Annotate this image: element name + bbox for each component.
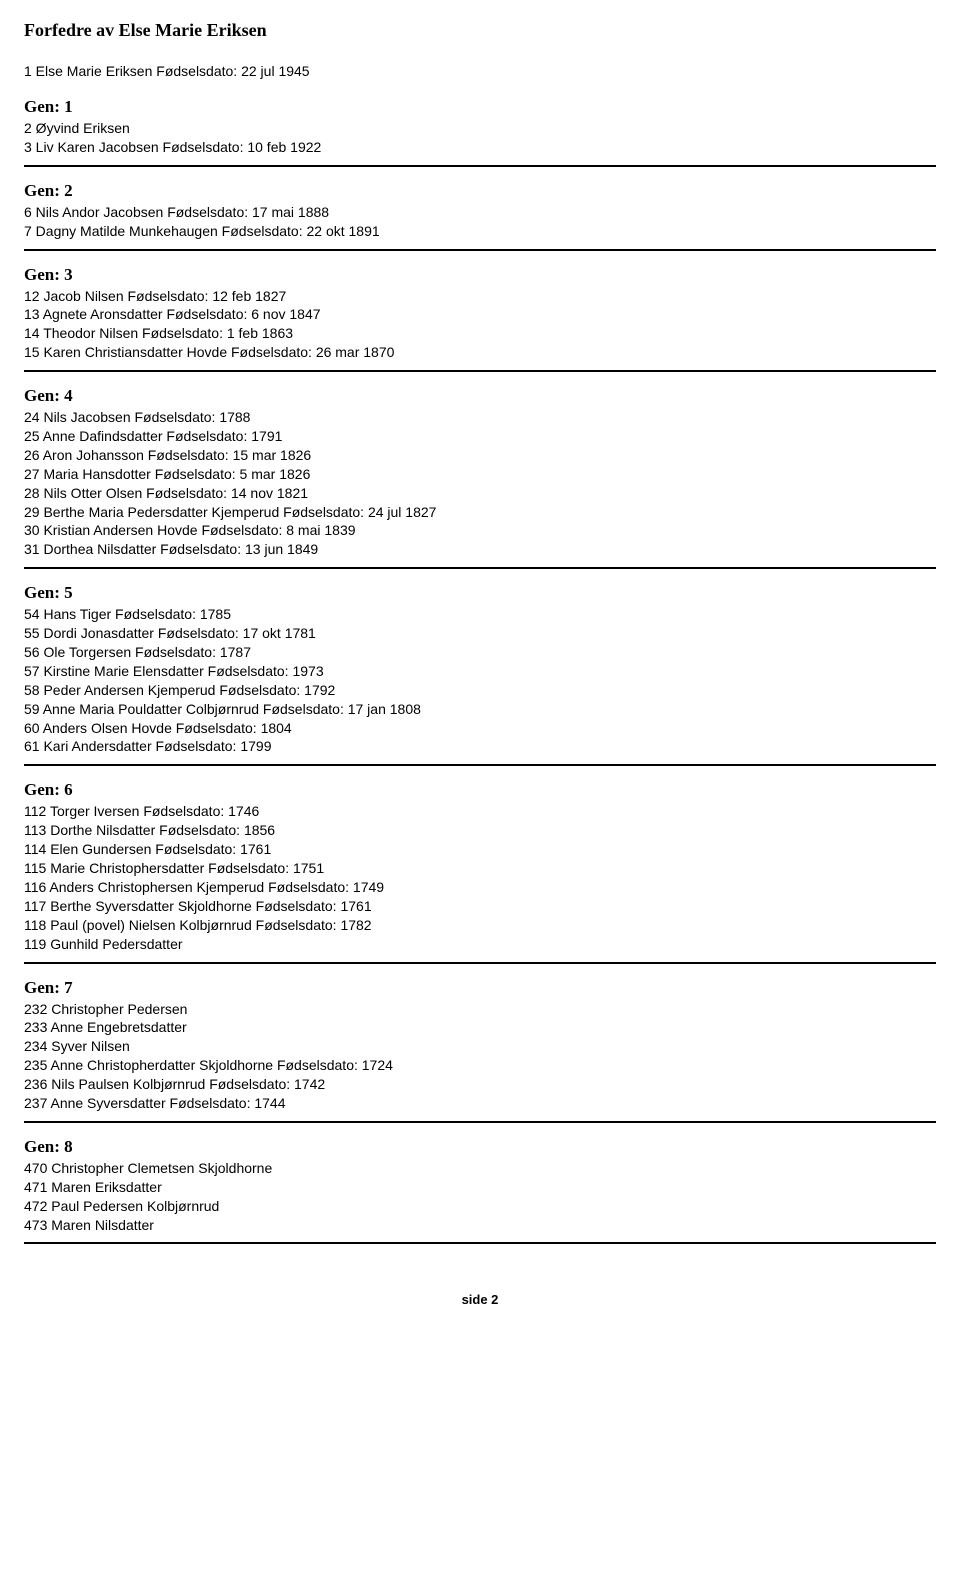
generation-title: Gen: 7: [24, 978, 936, 998]
person-line: 61 Kari Andersdatter Fødselsdato: 1799: [24, 737, 936, 756]
person-line: 473 Maren Nilsdatter: [24, 1216, 936, 1235]
generation-title: Gen: 1: [24, 97, 936, 117]
person-line: 57 Kirstine Marie Elensdatter Fødselsdat…: [24, 662, 936, 681]
person-line: 31 Dorthea Nilsdatter Fødselsdato: 13 ju…: [24, 540, 936, 559]
section-divider: [24, 1121, 936, 1123]
person-line: 117 Berthe Syversdatter Skjoldhorne Føds…: [24, 897, 936, 916]
person-line: 28 Nils Otter Olsen Fødselsdato: 14 nov …: [24, 484, 936, 503]
person-line: 116 Anders Christophersen Kjemperud Føds…: [24, 878, 936, 897]
generation-title: Gen: 5: [24, 583, 936, 603]
person-line: 234 Syver Nilsen: [24, 1037, 936, 1056]
generation-block: Gen: 4 24 Nils Jacobsen Fødselsdato: 1788…: [24, 386, 936, 559]
section-divider: [24, 1242, 936, 1244]
person-line: 59 Anne Maria Pouldatter Colbjørnrud Fød…: [24, 700, 936, 719]
generation-block: Gen: 5 54 Hans Tiger Fødselsdato: 178555 …: [24, 583, 936, 756]
person-line: 236 Nils Paulsen Kolbjørnrud Fødselsdato…: [24, 1075, 936, 1094]
generation-block: Gen: 1 2 Øyvind Eriksen3 Liv Karen Jacobs…: [24, 97, 936, 157]
section-divider: [24, 249, 936, 251]
person-line: 26 Aron Johansson Fødselsdato: 15 mar 18…: [24, 446, 936, 465]
person-line: 112 Torger Iversen Fødselsdato: 1746: [24, 802, 936, 821]
person-line: 472 Paul Pedersen Kolbjørnrud: [24, 1197, 936, 1216]
section-divider: [24, 962, 936, 964]
subject-person: 1 Else Marie Eriksen Fødselsdato: 22 jul…: [24, 63, 936, 79]
section-divider: [24, 370, 936, 372]
section-divider: [24, 165, 936, 167]
person-line: 24 Nils Jacobsen Fødselsdato: 1788: [24, 408, 936, 427]
person-line: 60 Anders Olsen Hovde Fødselsdato: 1804: [24, 719, 936, 738]
person-line: 115 Marie Christophersdatter Fødselsdato…: [24, 859, 936, 878]
generations-container: Gen: 1 2 Øyvind Eriksen3 Liv Karen Jacobs…: [24, 97, 936, 1244]
person-line: 58 Peder Andersen Kjemperud Fødselsdato:…: [24, 681, 936, 700]
person-line: 470 Christopher Clemetsen Skjoldhorne: [24, 1159, 936, 1178]
person-line: 25 Anne Dafindsdatter Fødselsdato: 1791: [24, 427, 936, 446]
generation-title: Gen: 3: [24, 265, 936, 285]
person-line: 235 Anne Christopherdatter Skjoldhorne F…: [24, 1056, 936, 1075]
generation-block: Gen: 2 6 Nils Andor Jacobsen Fødselsdato:…: [24, 181, 936, 241]
person-line: 233 Anne Engebretsdatter: [24, 1018, 936, 1037]
person-line: 56 Ole Torgersen Fødselsdato: 1787: [24, 643, 936, 662]
person-line: 471 Maren Eriksdatter: [24, 1178, 936, 1197]
section-divider: [24, 764, 936, 766]
person-line: 54 Hans Tiger Fødselsdato: 1785: [24, 605, 936, 624]
person-line: 3 Liv Karen Jacobsen Fødselsdato: 10 feb…: [24, 138, 936, 157]
generation-title: Gen: 4: [24, 386, 936, 406]
person-line: 14 Theodor Nilsen Fødselsdato: 1 feb 186…: [24, 324, 936, 343]
person-line: 27 Maria Hansdotter Fødselsdato: 5 mar 1…: [24, 465, 936, 484]
person-line: 30 Kristian Andersen Hovde Fødselsdato: …: [24, 521, 936, 540]
person-line: 12 Jacob Nilsen Fødselsdato: 12 feb 1827: [24, 287, 936, 306]
generation-title: Gen: 2: [24, 181, 936, 201]
person-line: 6 Nils Andor Jacobsen Fødselsdato: 17 ma…: [24, 203, 936, 222]
person-line: 7 Dagny Matilde Munkehaugen Fødselsdato:…: [24, 222, 936, 241]
generation-block: Gen: 8 470 Christopher Clemetsen Skjoldho…: [24, 1137, 936, 1235]
person-line: 119 Gunhild Pedersdatter: [24, 935, 936, 954]
page-footer: side 2: [24, 1292, 936, 1307]
person-line: 29 Berthe Maria Pedersdatter Kjemperud F…: [24, 503, 936, 522]
person-line: 13 Agnete Aronsdatter Fødselsdato: 6 nov…: [24, 305, 936, 324]
person-line: 15 Karen Christiansdatter Hovde Fødselsd…: [24, 343, 936, 362]
section-divider: [24, 567, 936, 569]
person-line: 232 Christopher Pedersen: [24, 1000, 936, 1019]
person-line: 237 Anne Syversdatter Fødselsdato: 1744: [24, 1094, 936, 1113]
person-line: 2 Øyvind Eriksen: [24, 119, 936, 138]
person-line: 113 Dorthe Nilsdatter Fødselsdato: 1856: [24, 821, 936, 840]
generation-block: Gen: 3 12 Jacob Nilsen Fødselsdato: 12 fe…: [24, 265, 936, 363]
generation-block: Gen: 7 232 Christopher Pedersen233 Anne E…: [24, 978, 936, 1113]
generation-title: Gen: 8: [24, 1137, 936, 1157]
generation-block: Gen: 6 112 Torger Iversen Fødselsdato: 17…: [24, 780, 936, 953]
page-title: Forfedre av Else Marie Eriksen: [24, 20, 936, 41]
generation-title: Gen: 6: [24, 780, 936, 800]
person-line: 118 Paul (povel) Nielsen Kolbjørnrud Fød…: [24, 916, 936, 935]
person-line: 114 Elen Gundersen Fødselsdato: 1761: [24, 840, 936, 859]
person-line: 55 Dordi Jonasdatter Fødselsdato: 17 okt…: [24, 624, 936, 643]
